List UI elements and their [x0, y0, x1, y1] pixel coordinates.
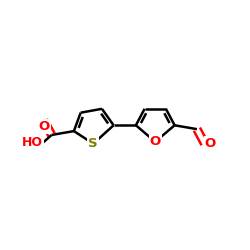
Text: O: O [150, 135, 161, 148]
Text: O: O [205, 137, 216, 150]
Text: O: O [38, 120, 50, 134]
Text: HO: HO [22, 136, 43, 149]
Text: S: S [88, 137, 98, 150]
